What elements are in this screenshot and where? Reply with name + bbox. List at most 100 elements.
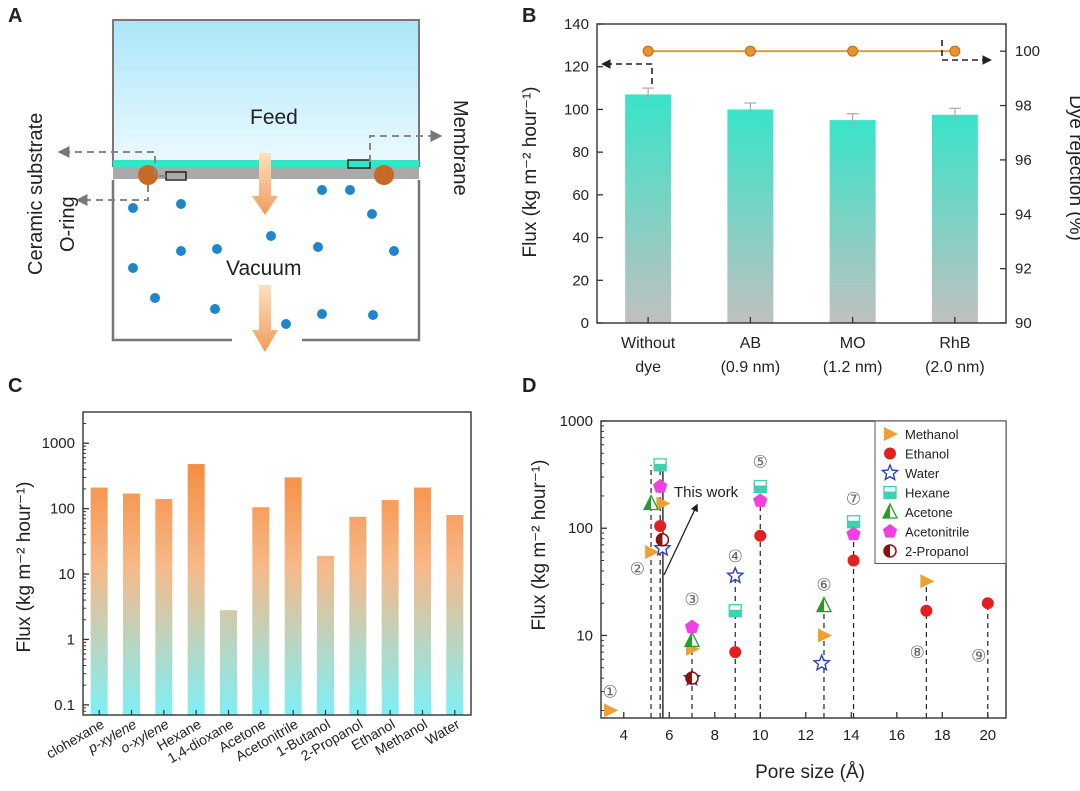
legend-marker-water	[880, 463, 900, 481]
legend-marker-2-propanol	[883, 544, 897, 558]
legend-label-hexane: Hexane	[905, 486, 950, 501]
y2-tick-label-96: 96	[1015, 152, 1032, 169]
y-tick-label-100: 100	[568, 520, 593, 537]
point-ethanol-1	[654, 519, 667, 532]
ceramic-pointer	[57, 146, 166, 177]
panel-b-axes: 0 20 40 60 80 100 120 140 90 92 94 96 98 100 Without dy…	[564, 16, 1040, 376]
triangle-fill	[816, 597, 824, 612]
ref-label-2: ②	[630, 560, 645, 579]
left-axis-indicator-arrow	[601, 59, 653, 84]
y-tick-label-0.1: 0.1	[54, 697, 75, 714]
y2-tick-label-94: 94	[1015, 206, 1032, 223]
error-bar-b-without	[642, 87, 655, 101]
x-tick-label-6: 6	[665, 727, 673, 744]
panel-b: B 0 20 40 60 80 100 120 140 90 92 94 96 98 100 Without…	[520, 5, 1080, 376]
bar-c-1-butanol	[317, 555, 334, 715]
panel-d-x-axis-label: Pore size (Å)	[755, 762, 865, 783]
legend-marker-methanol	[884, 427, 898, 441]
point-methanol-3	[656, 496, 671, 511]
panel-a-letter: A	[8, 5, 22, 27]
legend-box	[874, 420, 1007, 564]
ref-label-8: ⑧	[910, 643, 925, 662]
panel-c-frame	[82, 411, 472, 716]
point-hexane-4	[846, 515, 861, 529]
bar-b-rhb	[931, 114, 978, 324]
bar-c-ethanol	[381, 500, 399, 715]
point-acetone-2	[683, 630, 701, 648]
y-tick-label-1: 1	[67, 631, 75, 648]
point-acetonitrile-1	[653, 479, 668, 493]
point-ethanol-3	[754, 529, 767, 542]
vacuum-label: Vacuum	[226, 257, 301, 280]
point-water-4	[812, 653, 832, 672]
square-fill	[847, 520, 860, 528]
y-tick-label-1000: 1000	[42, 435, 75, 452]
point-ethanol-2	[729, 646, 742, 659]
membrane-label: Membrane	[449, 100, 471, 196]
bar-c-o-xylene	[155, 499, 173, 715]
y-tick-label-140: 140	[564, 16, 589, 33]
point-methanol-1	[604, 703, 619, 718]
ceramic-substrate-label: Ceramic substrate	[25, 113, 47, 275]
ref-label-3: ③	[684, 590, 699, 609]
ref-label-1: ①	[602, 683, 617, 702]
point-methanol-6	[920, 574, 935, 589]
panel-d-points	[604, 458, 994, 718]
bar-b-mo	[829, 120, 876, 323]
square-fill	[754, 485, 767, 493]
membrane-pointer	[369, 130, 443, 162]
bar-b-without	[625, 94, 672, 323]
legend-marker-ethanol	[884, 447, 896, 460]
legend-label-acetonitrile: Acetonitrile	[905, 525, 969, 540]
legend-marker-acetonitrile	[882, 524, 898, 538]
y-tick-label-100: 100	[564, 101, 589, 118]
triangle-fill	[644, 495, 652, 510]
y2-tick-label-100: 100	[1015, 43, 1040, 60]
feed-chamber	[112, 19, 420, 167]
rejection-point-ab	[744, 45, 756, 57]
legend-label-water: Water	[905, 466, 940, 481]
y-tick-label-1000: 1000	[560, 413, 593, 430]
y-tick-label-10: 10	[58, 566, 75, 583]
legend-label-acetone: Acetone	[905, 505, 953, 520]
half-circle-fill	[686, 672, 693, 685]
point-acetonitrile-4	[846, 526, 861, 541]
ref-label-5: ⑤	[753, 452, 768, 471]
panel-b-y-axis-label: Flux (kg m⁻² hour⁻¹)	[520, 86, 541, 257]
bar-c-methanol	[414, 487, 431, 715]
panel-a: A Feed Vacuum Ceramic substrate O-ring M…	[8, 5, 471, 352]
legend-label-methanol: Methanol	[905, 427, 959, 442]
panel-d-y-axis-label: Flux (kg m⁻² hour⁻¹)	[529, 459, 550, 630]
x-tick-label-14: 14	[843, 727, 860, 744]
y-tick-label-60: 60	[572, 187, 589, 204]
y-tick-label-20: 20	[572, 272, 589, 289]
point-ethanol-5	[920, 604, 933, 617]
point-ethanol-4	[847, 554, 860, 567]
point-ethanol-6	[981, 597, 994, 610]
o-ring-right	[374, 165, 394, 185]
this-work-arrow	[663, 503, 698, 576]
point-acetone-1	[643, 494, 660, 511]
panel-c: C 0.11101001000clohexanep-xyleneo-xylene…	[8, 375, 472, 766]
y-tick-label-40: 40	[572, 230, 589, 247]
bar-c-acetone	[252, 507, 270, 715]
bar-c-water	[446, 514, 464, 715]
y-tick-label-120: 120	[564, 59, 589, 76]
square-fill	[654, 463, 667, 471]
panel-d: D 10 100 1000 4 6 8 10 12 14 16 18 20 ① ② ③ ④ ⑤ ⑥ ⑦ ⑧ ⑨ Met…	[522, 375, 1007, 783]
point-water-1	[653, 538, 672, 557]
point-water-3	[725, 565, 745, 584]
x-tick-label-10: 10	[752, 727, 769, 744]
x-tick-label-4: 4	[620, 727, 628, 744]
y-tick-label-80: 80	[572, 144, 589, 161]
point-acetone-3	[815, 596, 833, 613]
bar-c-clohexane	[90, 487, 108, 715]
square-fill	[884, 491, 896, 499]
x-tick-label-ab: AB	[740, 335, 761, 352]
o-ring-left	[138, 165, 158, 185]
ref-label-4: ④	[728, 547, 743, 566]
panel-c-y-axis-label: Flux (kg m⁻² hour⁻¹)	[14, 481, 35, 652]
point-2-propanol-1	[655, 533, 670, 547]
panel-b-rejection-series	[642, 45, 961, 57]
